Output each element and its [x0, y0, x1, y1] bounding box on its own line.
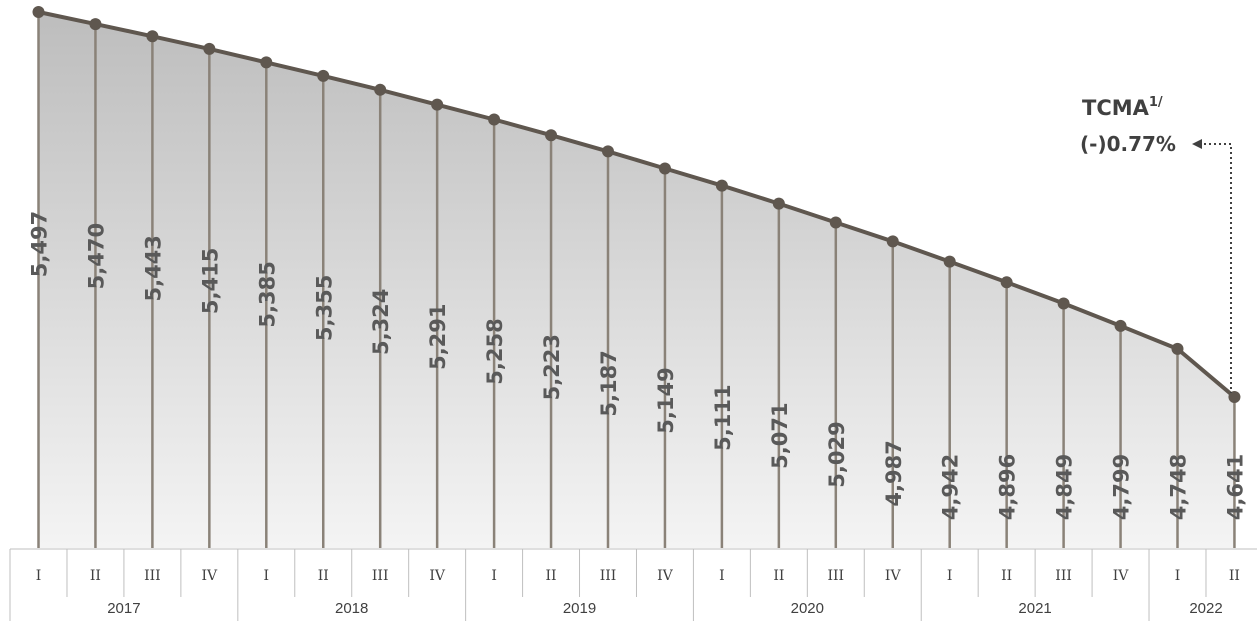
data-point: [488, 113, 501, 126]
quarter-label: IV: [657, 568, 674, 584]
quarter-label: I: [1175, 568, 1181, 584]
data-label: 5,497: [28, 211, 52, 277]
quarter-label: I: [36, 568, 42, 584]
data-point: [260, 56, 273, 69]
data-label: 5,223: [540, 334, 564, 400]
cagr-annotation: TCMA1/ (-)0.77%: [1080, 95, 1232, 393]
data-point: [715, 179, 728, 192]
quarter-label: IV: [202, 568, 219, 584]
year-label: 2021: [1018, 600, 1051, 617]
data-label: 5,355: [312, 275, 336, 341]
data-label: 4,748: [1167, 454, 1191, 520]
quarter-label: II: [1229, 568, 1240, 584]
data-label: 5,187: [597, 350, 621, 416]
area-fill: [38, 12, 1235, 548]
cagr-title: TCMA1/: [1082, 95, 1163, 120]
cagr-arrow-line: [1199, 143, 1232, 393]
data-label: 5,258: [483, 318, 507, 384]
data-point: [1114, 319, 1127, 332]
data-point: [431, 98, 444, 111]
data-label: 4,942: [939, 454, 963, 520]
quarter-label: II: [90, 568, 101, 584]
data-point: [146, 30, 159, 43]
data-point: [545, 129, 558, 142]
data-label: 5,071: [768, 402, 792, 468]
data-point: [943, 255, 956, 268]
data-point: [829, 216, 842, 229]
data-label: 5,029: [825, 421, 849, 487]
data-label: 4,641: [1223, 454, 1247, 520]
data-point: [203, 42, 216, 55]
quarter-label: IV: [429, 568, 446, 584]
quarter-label: II: [773, 568, 784, 584]
year-label: 2019: [563, 600, 596, 617]
quarter-label: III: [828, 568, 845, 584]
data-label: 4,849: [1053, 454, 1077, 520]
quarter-label: III: [144, 568, 161, 584]
data-point: [374, 83, 387, 96]
data-label: 5,443: [141, 235, 165, 301]
quarter-label: I: [491, 568, 497, 584]
data-label: 5,385: [255, 261, 279, 327]
quarter-label: II: [546, 568, 557, 584]
year-label: 2018: [335, 600, 368, 617]
data-label: 5,324: [369, 289, 393, 355]
data-point: [886, 235, 899, 248]
cagr-arrow-head: [1192, 139, 1202, 149]
data-label: 5,111: [711, 384, 735, 450]
quarter-label: I: [947, 568, 953, 584]
quarter-label: III: [600, 568, 617, 584]
cagr-rate: (-)0.77%: [1080, 132, 1176, 156]
data-label: 5,149: [654, 367, 678, 433]
category-axis: I II III IV I II III IV I II III IV I II III IV I II III IV…: [9, 548, 1257, 621]
quarter-label: II: [318, 568, 329, 584]
quarter-label: II: [1001, 568, 1012, 584]
data-label: 5,470: [84, 223, 108, 289]
quarter-label: IV: [885, 568, 902, 584]
series-line: [38, 10, 1236, 399]
quarter-label: I: [264, 568, 270, 584]
data-label: 4,896: [996, 454, 1020, 520]
quarter-label: III: [372, 568, 389, 584]
data-point: [602, 145, 614, 158]
data-point: [1000, 276, 1013, 289]
quarter-label: III: [1055, 568, 1072, 584]
data-label: 5,291: [426, 303, 450, 369]
data-point: [1057, 297, 1070, 310]
data-label: 4,987: [882, 440, 906, 506]
data-point: [317, 69, 330, 82]
year-label: 2020: [791, 600, 824, 617]
data-point: [1171, 342, 1184, 355]
year-label: 2022: [1189, 600, 1222, 617]
data-point: [1228, 391, 1241, 403]
data-point: [32, 6, 45, 18]
data-label: 4,799: [1110, 454, 1134, 520]
quarter-label: I: [719, 568, 725, 584]
quarter-label: IV: [1113, 568, 1130, 584]
data-point: [658, 162, 671, 175]
year-label: 2017: [107, 600, 140, 617]
data-point: [772, 197, 785, 210]
data-point: [89, 18, 102, 31]
data-label: 5,415: [198, 248, 222, 314]
